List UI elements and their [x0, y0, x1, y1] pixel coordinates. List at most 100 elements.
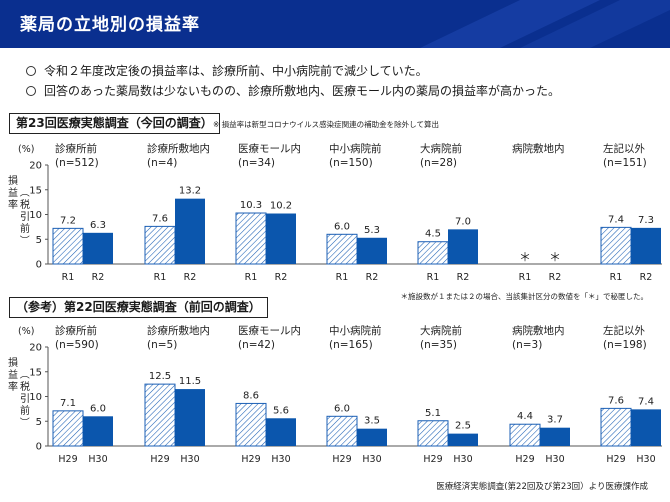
banner-stripe: [420, 0, 600, 48]
x-tick-label: H30: [545, 454, 564, 465]
bar: [266, 213, 296, 264]
chart-previous: (%) 損益率（税引前） 0 5 10 15 20 診療所前 (n=590) 7.1 H29 6.0 H…: [8, 324, 662, 465]
x-tick-label: R1: [519, 272, 532, 283]
data-label: 4.4: [517, 411, 533, 422]
data-label: 7.6: [608, 395, 624, 406]
count-label: (n=165): [329, 339, 373, 351]
bar: [631, 227, 661, 264]
data-label: 7.3: [638, 215, 654, 226]
bar: [83, 416, 113, 446]
data-label: 2.5: [455, 421, 471, 432]
category-label: 医療モール内: [238, 142, 301, 155]
x-tick-label: R2: [184, 272, 197, 283]
data-label: 7.4: [608, 214, 624, 225]
x-tick-label: H29: [606, 454, 625, 465]
bar: [509, 423, 541, 447]
data-label: 12.5: [149, 371, 171, 382]
bar: [144, 225, 176, 265]
count-label: (n=34): [238, 157, 275, 169]
category-label: 診療所前: [55, 324, 97, 337]
x-tick-label: H29: [241, 454, 260, 465]
x-tick-label: R1: [336, 272, 349, 283]
bullet-text: 回答のあった薬局数は少ないものの、診療所敷地内、医療モール内の薬局の損益率が高か…: [44, 84, 561, 98]
title-banner: 薬局の立地別の損益率: [0, 0, 670, 48]
y-axis-label-char: 損: [8, 174, 18, 187]
banner-background: [0, 0, 670, 48]
data-label: 7.2: [60, 215, 76, 226]
page-title: 薬局の立地別の損益率: [20, 15, 200, 35]
data-label: 7.6: [152, 213, 168, 224]
bar: [235, 402, 267, 447]
circle-bullet-icon: [26, 85, 36, 96]
x-tick-label: H29: [58, 454, 77, 465]
bar: [417, 241, 449, 265]
bar: [83, 232, 113, 264]
y-axis-label-char: 率: [8, 380, 18, 393]
data-label: 8.6: [243, 390, 259, 401]
data-label: 6.0: [334, 221, 350, 232]
count-label: (n=28): [420, 157, 457, 169]
x-tick-label: H29: [423, 454, 442, 465]
category-label: 診療所敷地内: [147, 324, 210, 337]
y-tick-label: 15: [29, 185, 42, 196]
data-label: 13.2: [179, 186, 201, 197]
count-label: (n=151): [603, 157, 647, 169]
data-label: 4.5: [425, 229, 441, 240]
y-tick-label: 5: [36, 235, 42, 246]
bar: [52, 410, 84, 447]
bar: [357, 237, 387, 264]
y-axis-unit: (%): [18, 144, 34, 155]
x-tick-label: R1: [62, 272, 75, 283]
data-label: 7.4: [638, 396, 654, 407]
x-tick-label: R2: [366, 272, 379, 283]
y-tick-label: 20: [29, 343, 42, 354]
y-axis-label-char: ）: [18, 235, 30, 245]
data-label: 6.0: [90, 403, 106, 414]
bar: [266, 418, 296, 446]
x-tick-label: R1: [154, 272, 167, 283]
bar: [448, 433, 478, 446]
y-tick-label: 10: [29, 210, 42, 221]
bar: [144, 383, 176, 447]
count-label: (n=3): [512, 339, 542, 351]
count-label: (n=150): [329, 157, 373, 169]
count-label: (n=4): [147, 157, 177, 169]
bar: [448, 229, 478, 264]
x-tick-label: H30: [180, 454, 199, 465]
y-axis-label-char: （: [18, 187, 30, 197]
y-tick-label: 10: [29, 392, 42, 403]
banner-fill: [0, 0, 670, 48]
chart-title-previous: （参考）第22回医療実態調査（前回の調査）: [9, 297, 268, 318]
asterisk-note: ＊施設数が１または２の場合、当該集計区分の数値を「＊」で秘匿した。: [400, 292, 649, 301]
x-tick-label: H29: [515, 454, 534, 465]
bullet-text: 令和２年度改定後の損益率は、診療所前、中小病院前で減少していた。: [44, 64, 428, 78]
x-tick-label: R2: [275, 272, 288, 283]
x-tick-label: H30: [636, 454, 655, 465]
x-tick-label: H30: [271, 454, 290, 465]
x-tick-label: R1: [610, 272, 623, 283]
x-tick-label: H29: [150, 454, 169, 465]
chart-title-current: 第23回医療実態調査（今回の調査）: [9, 113, 220, 134]
bar: [326, 233, 358, 265]
y-tick-label: 15: [29, 367, 42, 378]
x-tick-label: H30: [453, 454, 472, 465]
y-axis-label-char: 税: [20, 198, 30, 211]
count-label: (n=198): [603, 339, 647, 351]
count-label: (n=5): [147, 339, 177, 351]
data-label: 6.0: [334, 403, 350, 414]
data-label: 3.7: [547, 415, 563, 426]
y-axis-label-char: 損: [8, 356, 18, 369]
y-axis-label-char: 益: [8, 186, 18, 199]
data-label: 7.0: [455, 216, 471, 227]
y-axis-unit: (%): [18, 326, 34, 337]
category-label: 左記以外: [603, 142, 645, 155]
category-label: 大病院前: [420, 324, 462, 337]
y-tick-label: 5: [36, 417, 42, 428]
data-label: 11.5: [179, 376, 201, 387]
count-label: (n=35): [420, 339, 457, 351]
source-note: 医療経済実態調査(第22回及び第23回）より医療課作成: [436, 482, 648, 492]
y-axis-label-char: （: [18, 369, 30, 379]
y-axis-label-char: 引: [20, 393, 30, 405]
data-label: ＊: [549, 250, 561, 264]
category-label: 病院敷地内: [512, 324, 565, 337]
